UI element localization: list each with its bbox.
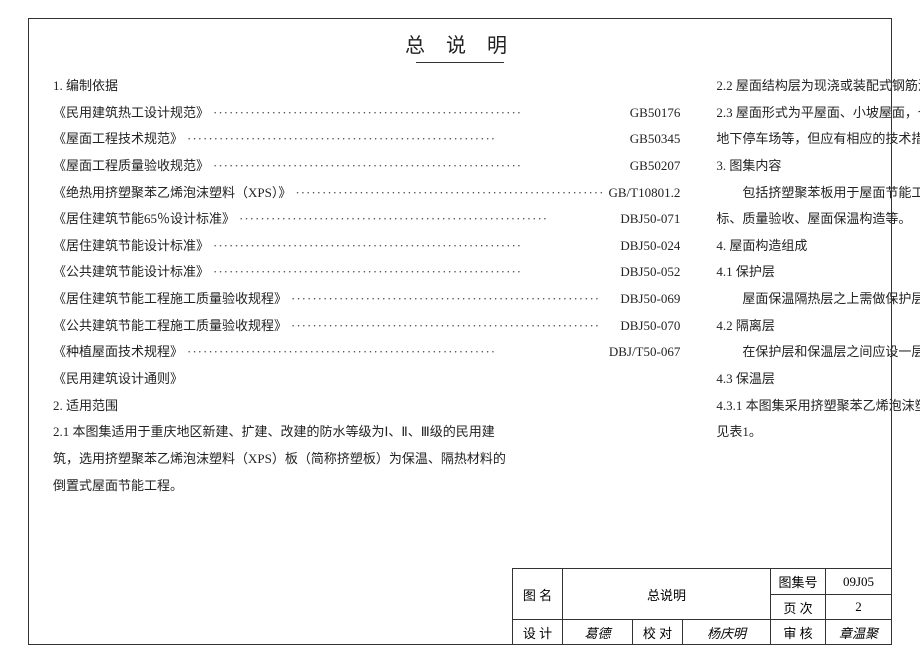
spec-dots: ········································… bbox=[183, 126, 630, 153]
spec-dots: ········································… bbox=[287, 313, 620, 340]
yeci-label: 页 次 bbox=[771, 594, 826, 619]
tb-row-3: 设 计 葛德 校 对 杨庆明 审 核 章温聚 bbox=[513, 619, 891, 644]
frame: 总 说 明 1. 编制依据 《民用建筑热工设计规范》 ·············… bbox=[28, 18, 892, 645]
spec-name: 《屋面工程技术规范》 bbox=[53, 126, 183, 153]
spec-code: DBJ50-052 bbox=[620, 259, 680, 286]
title-underline bbox=[416, 62, 504, 63]
heading-1: 1. 编制依据 bbox=[53, 73, 680, 100]
tujihao-value: 09J05 bbox=[826, 569, 891, 594]
column-left: 1. 编制依据 《民用建筑热工设计规范》 ···················… bbox=[53, 73, 698, 499]
page: 总 说 明 1. 编制依据 《民用建筑热工设计规范》 ·············… bbox=[0, 0, 920, 663]
spec-code: GB/T10801.2 bbox=[608, 180, 680, 207]
para-2-1b: 筑，选用挤塑聚苯乙烯泡沫塑料（XPS）板（简称挤塑板）为保温、隔热材料的 bbox=[53, 446, 680, 473]
spec-code: DBJ/T50-067 bbox=[609, 339, 681, 366]
spec-row: 《屋面工程技术规范》 ·····························… bbox=[53, 126, 680, 153]
spec-dots: ········································… bbox=[183, 339, 609, 366]
spec-code: GB50345 bbox=[630, 126, 681, 153]
spec-name: 《居住建筑节能设计标准》 bbox=[53, 233, 209, 260]
heading-3: 3. 图集内容 bbox=[716, 153, 920, 180]
jiaodui-value: 杨庆明 bbox=[683, 620, 771, 644]
spec-name: 《种植屋面技术规程》 bbox=[53, 339, 183, 366]
spec-name: 《居住建筑节能65％设计标准》 bbox=[53, 206, 235, 233]
spec-name: 《居住建筑节能工程施工质量验收规程》 bbox=[53, 286, 287, 313]
spec-dots: ········································… bbox=[209, 259, 620, 286]
spec-dots: ········································… bbox=[209, 233, 620, 260]
heading-4-3: 4.3 保温层 bbox=[716, 366, 920, 393]
para-4-3-1a: 4.3.1 本图集采用挤塑聚苯乙烯泡沫塑料板作为保温材料，材料的性能要求 bbox=[716, 393, 920, 420]
tb-row-1: 图 名 总说明 图集号 09J05 bbox=[513, 569, 891, 594]
shenhe-label: 审 核 bbox=[771, 620, 826, 644]
spec-row: 《绝热用挤塑聚苯乙烯泡沫塑料（XPS）》 ···················… bbox=[53, 180, 680, 207]
spec-row: 《屋面工程质量验收规范》 ···························… bbox=[53, 153, 680, 180]
spec-dots: ········································… bbox=[291, 180, 608, 207]
spec-dots: ········································… bbox=[235, 206, 620, 233]
spec-code: GB50207 bbox=[630, 153, 681, 180]
heading-4-1: 4.1 保护层 bbox=[716, 259, 920, 286]
heading-2: 2. 适用范围 bbox=[53, 393, 680, 420]
spec-code: DBJ50-024 bbox=[620, 233, 680, 260]
spec-row: 《居住建筑节能工程施工质量验收规程》 ·····················… bbox=[53, 286, 680, 313]
spec-name: 《屋面工程质量验收规范》 bbox=[53, 153, 209, 180]
spec-plain: 《民用建筑设计通则》 bbox=[53, 366, 680, 393]
sheji-value: 葛德 bbox=[563, 620, 633, 644]
spec-dots: ········································… bbox=[287, 286, 620, 313]
spec-code: GB50176 bbox=[630, 100, 681, 127]
spec-code: DBJ50-071 bbox=[620, 206, 680, 233]
spec-dots: ········································… bbox=[209, 153, 630, 180]
spec-row: 《公共建筑节能设计标准》 ···························… bbox=[53, 259, 680, 286]
spec-code: DBJ50-070 bbox=[620, 313, 680, 340]
body-columns: 1. 编制依据 《民用建筑热工设计规范》 ···················… bbox=[29, 73, 891, 499]
para-4-3-1b: 见表1。 bbox=[716, 419, 920, 446]
title-block: 图 名 总说明 图集号 09J05 页 次 2 设 计 葛德 校 对 杨庆明 审… bbox=[512, 568, 892, 645]
spec-code: DBJ50-069 bbox=[620, 286, 680, 313]
doc-title: 总 说 明 bbox=[29, 29, 891, 58]
spec-name: 《民用建筑热工设计规范》 bbox=[53, 100, 209, 127]
jiaodui-label: 校 对 bbox=[633, 620, 683, 644]
column-right: 2.2 屋面结构层为现浇或装配式钢筋混凝土板。 2.3 屋面形式为平屋面、小坡屋… bbox=[698, 73, 920, 499]
spec-row: 《种植屋面技术规程》 ·····························… bbox=[53, 339, 680, 366]
para-2-1a: 2.1 本图集适用于重庆地区新建、扩建、改建的防水等级为Ⅰ、Ⅱ、Ⅲ级的民用建 bbox=[53, 419, 680, 446]
sheji-label: 设 计 bbox=[513, 620, 563, 644]
heading-4: 4. 屋面构造组成 bbox=[716, 233, 920, 260]
para-4-2: 在保护层和保温层之间应设一层无纺聚酯纤维布。 bbox=[716, 339, 920, 366]
para-2-1c: 倒置式屋面节能工程。 bbox=[53, 473, 680, 500]
spec-row: 《居住建筑节能65％设计标准》 ························… bbox=[53, 206, 680, 233]
para-3b: 标、质量验收、屋面保温构造等。 bbox=[716, 206, 920, 233]
para-2-2: 2.2 屋面结构层为现浇或装配式钢筋混凝土板。 bbox=[716, 73, 920, 100]
spec-dots: ········································… bbox=[209, 100, 630, 127]
spec-name: 《公共建筑节能设计标准》 bbox=[53, 259, 209, 286]
yeci-value: 2 bbox=[826, 594, 891, 619]
para-3a: 包括挤塑聚苯板用于屋面节能工程的设计要点、施工要点、材料性能指 bbox=[716, 180, 920, 207]
para-2-3b: 地下停车场等，但应有相应的技术措施。 bbox=[716, 126, 920, 153]
para-2-3a: 2.3 屋面形式为平屋面、小坡屋面，也可用于顶面有保温隔热要求的地下室、 bbox=[716, 100, 920, 127]
spec-name: 《绝热用挤塑聚苯乙烯泡沫塑料（XPS）》 bbox=[53, 180, 291, 207]
tujihao-label: 图集号 bbox=[771, 569, 826, 594]
spec-row: 《居住建筑节能设计标准》 ···························… bbox=[53, 233, 680, 260]
spec-row: 《民用建筑热工设计规范》 ···························… bbox=[53, 100, 680, 127]
shenhe-value: 章温聚 bbox=[826, 620, 891, 644]
spec-name: 《公共建筑节能工程施工质量验收规程》 bbox=[53, 313, 287, 340]
spec-row: 《公共建筑节能工程施工质量验收规程》 ·····················… bbox=[53, 313, 680, 340]
tuming-value: 总说明 bbox=[563, 569, 771, 619]
heading-4-2: 4.2 隔离层 bbox=[716, 313, 920, 340]
para-4-1: 屋面保温隔热层之上需做保护层。可以选用砂浆保护层或卵石保护层等。 bbox=[716, 286, 920, 313]
tuming-label: 图 名 bbox=[513, 569, 563, 619]
